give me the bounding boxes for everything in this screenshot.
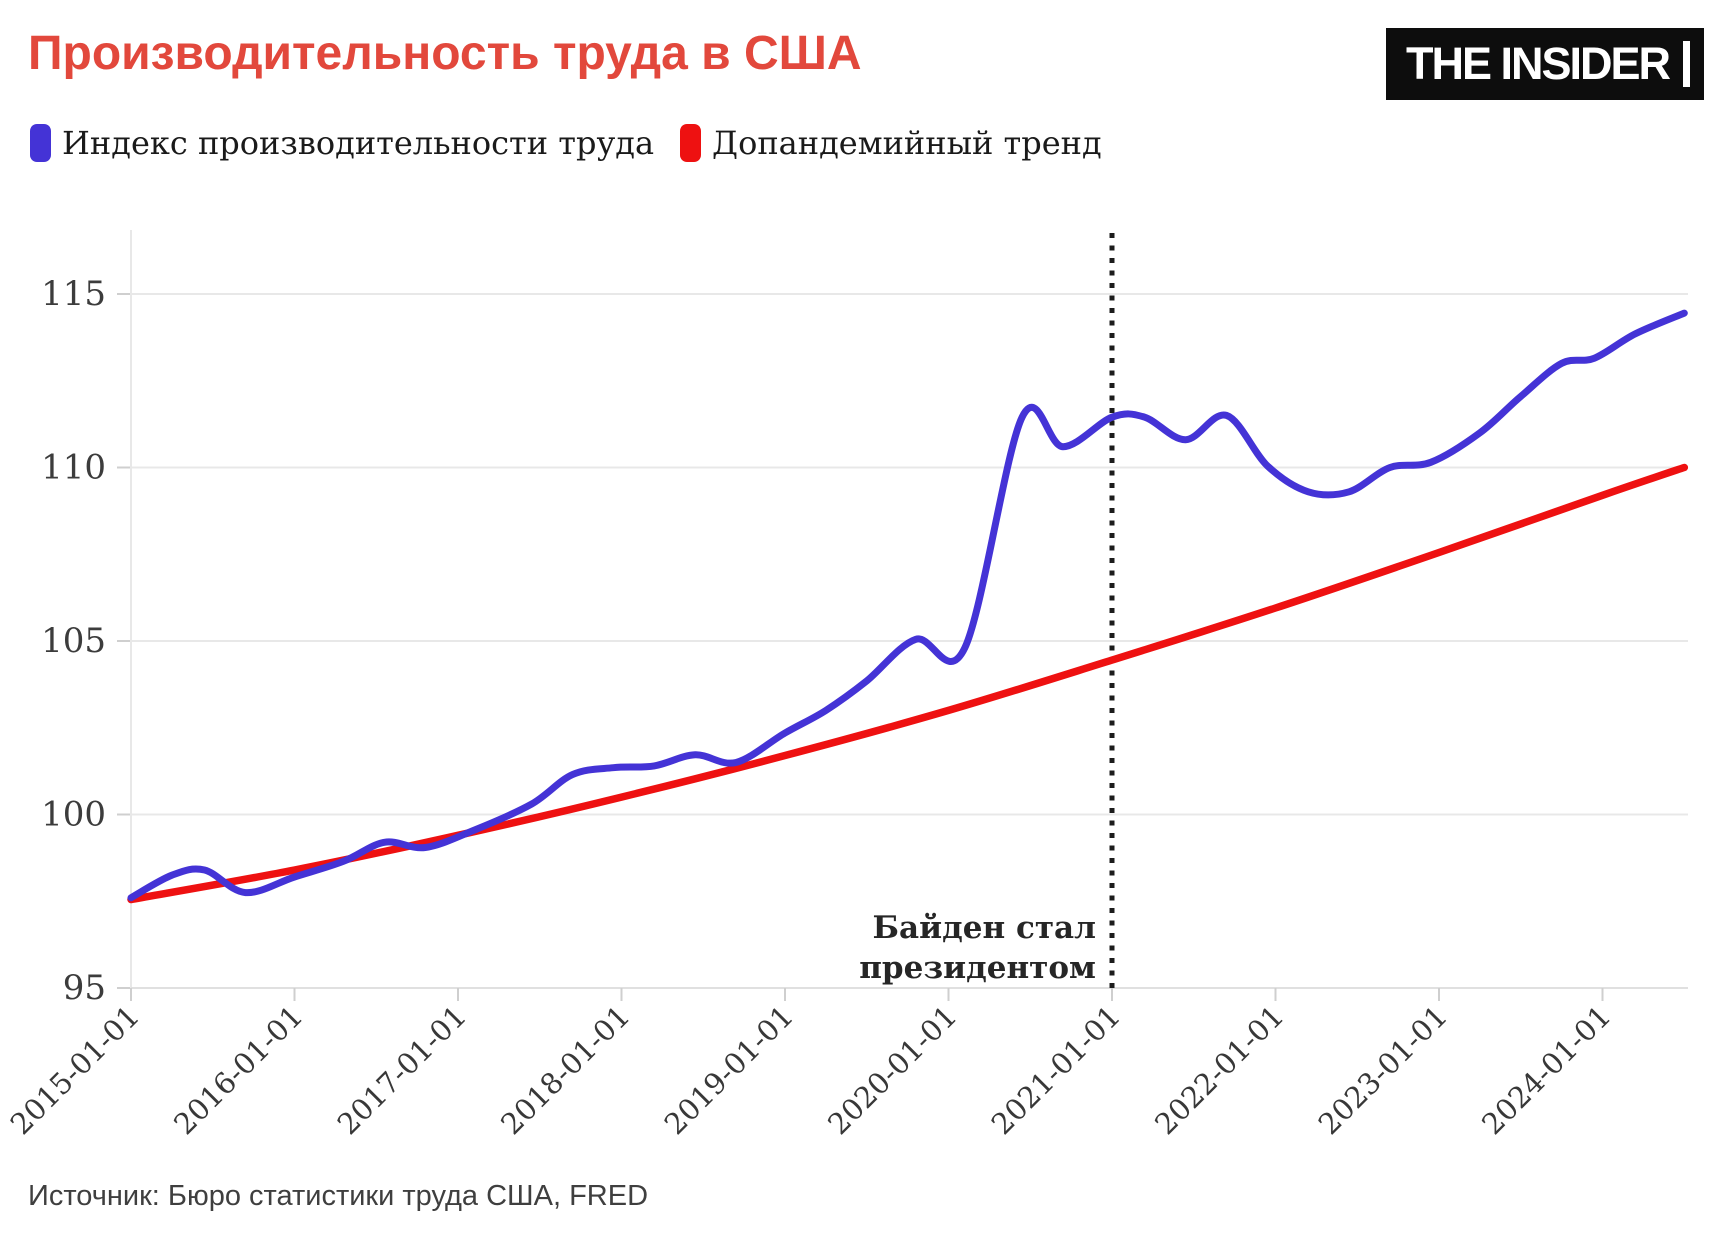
logo-cursor-bar-icon [1683, 41, 1690, 87]
productivity-index-line [127, 309, 1688, 902]
x-tick-label: 2022-01-01 [1148, 999, 1290, 1141]
brand-logo-text: THE INSIDER [1405, 38, 1671, 89]
x-tick-label: 2024-01-01 [1475, 999, 1617, 1141]
x-tick-label: 2023-01-01 [1312, 999, 1454, 1141]
legend-swatch-blue [30, 124, 51, 162]
y-tick-label: 95 [63, 968, 106, 1008]
y-tick-label: 110 [41, 448, 106, 488]
prepandemic-trend-line [127, 463, 1689, 904]
x-tick-label: 2019-01-01 [658, 999, 800, 1141]
legend-swatch-red [680, 124, 702, 162]
source-note: Источник: Бюро статистики труда США, FRE… [28, 1180, 649, 1212]
legend-item-prepandemic-trend: Допандемийный тренд [680, 124, 1102, 162]
x-tick-label: 2020-01-01 [821, 999, 963, 1141]
y-tick-label: 100 [41, 795, 106, 835]
x-tick-label: 2015-01-01 [4, 999, 146, 1141]
x-tick-label: 2021-01-01 [985, 999, 1127, 1141]
x-tick-label: 2016-01-01 [167, 999, 309, 1141]
brand-logo: THE INSIDER [1385, 28, 1704, 100]
legend-item-productivity-index: Индекс производительности труда [30, 124, 654, 162]
x-tick-label: 2018-01-01 [494, 999, 636, 1141]
y-tick-label: 105 [41, 621, 106, 661]
biden-annotation-label: Байден стал [873, 910, 1096, 946]
legend-label-productivity-index: Индекс производительности труда [62, 124, 655, 162]
legend-label-prepandemic-trend: Допандемийный тренд [712, 124, 1102, 162]
legend: Индекс производительности труда Допандем… [30, 124, 1102, 162]
biden-annotation-label: президентом [859, 950, 1096, 986]
page-title: Производительность труда в США [28, 27, 862, 80]
x-tick-label: 2017-01-01 [331, 999, 473, 1141]
y-tick-label: 115 [41, 274, 106, 314]
